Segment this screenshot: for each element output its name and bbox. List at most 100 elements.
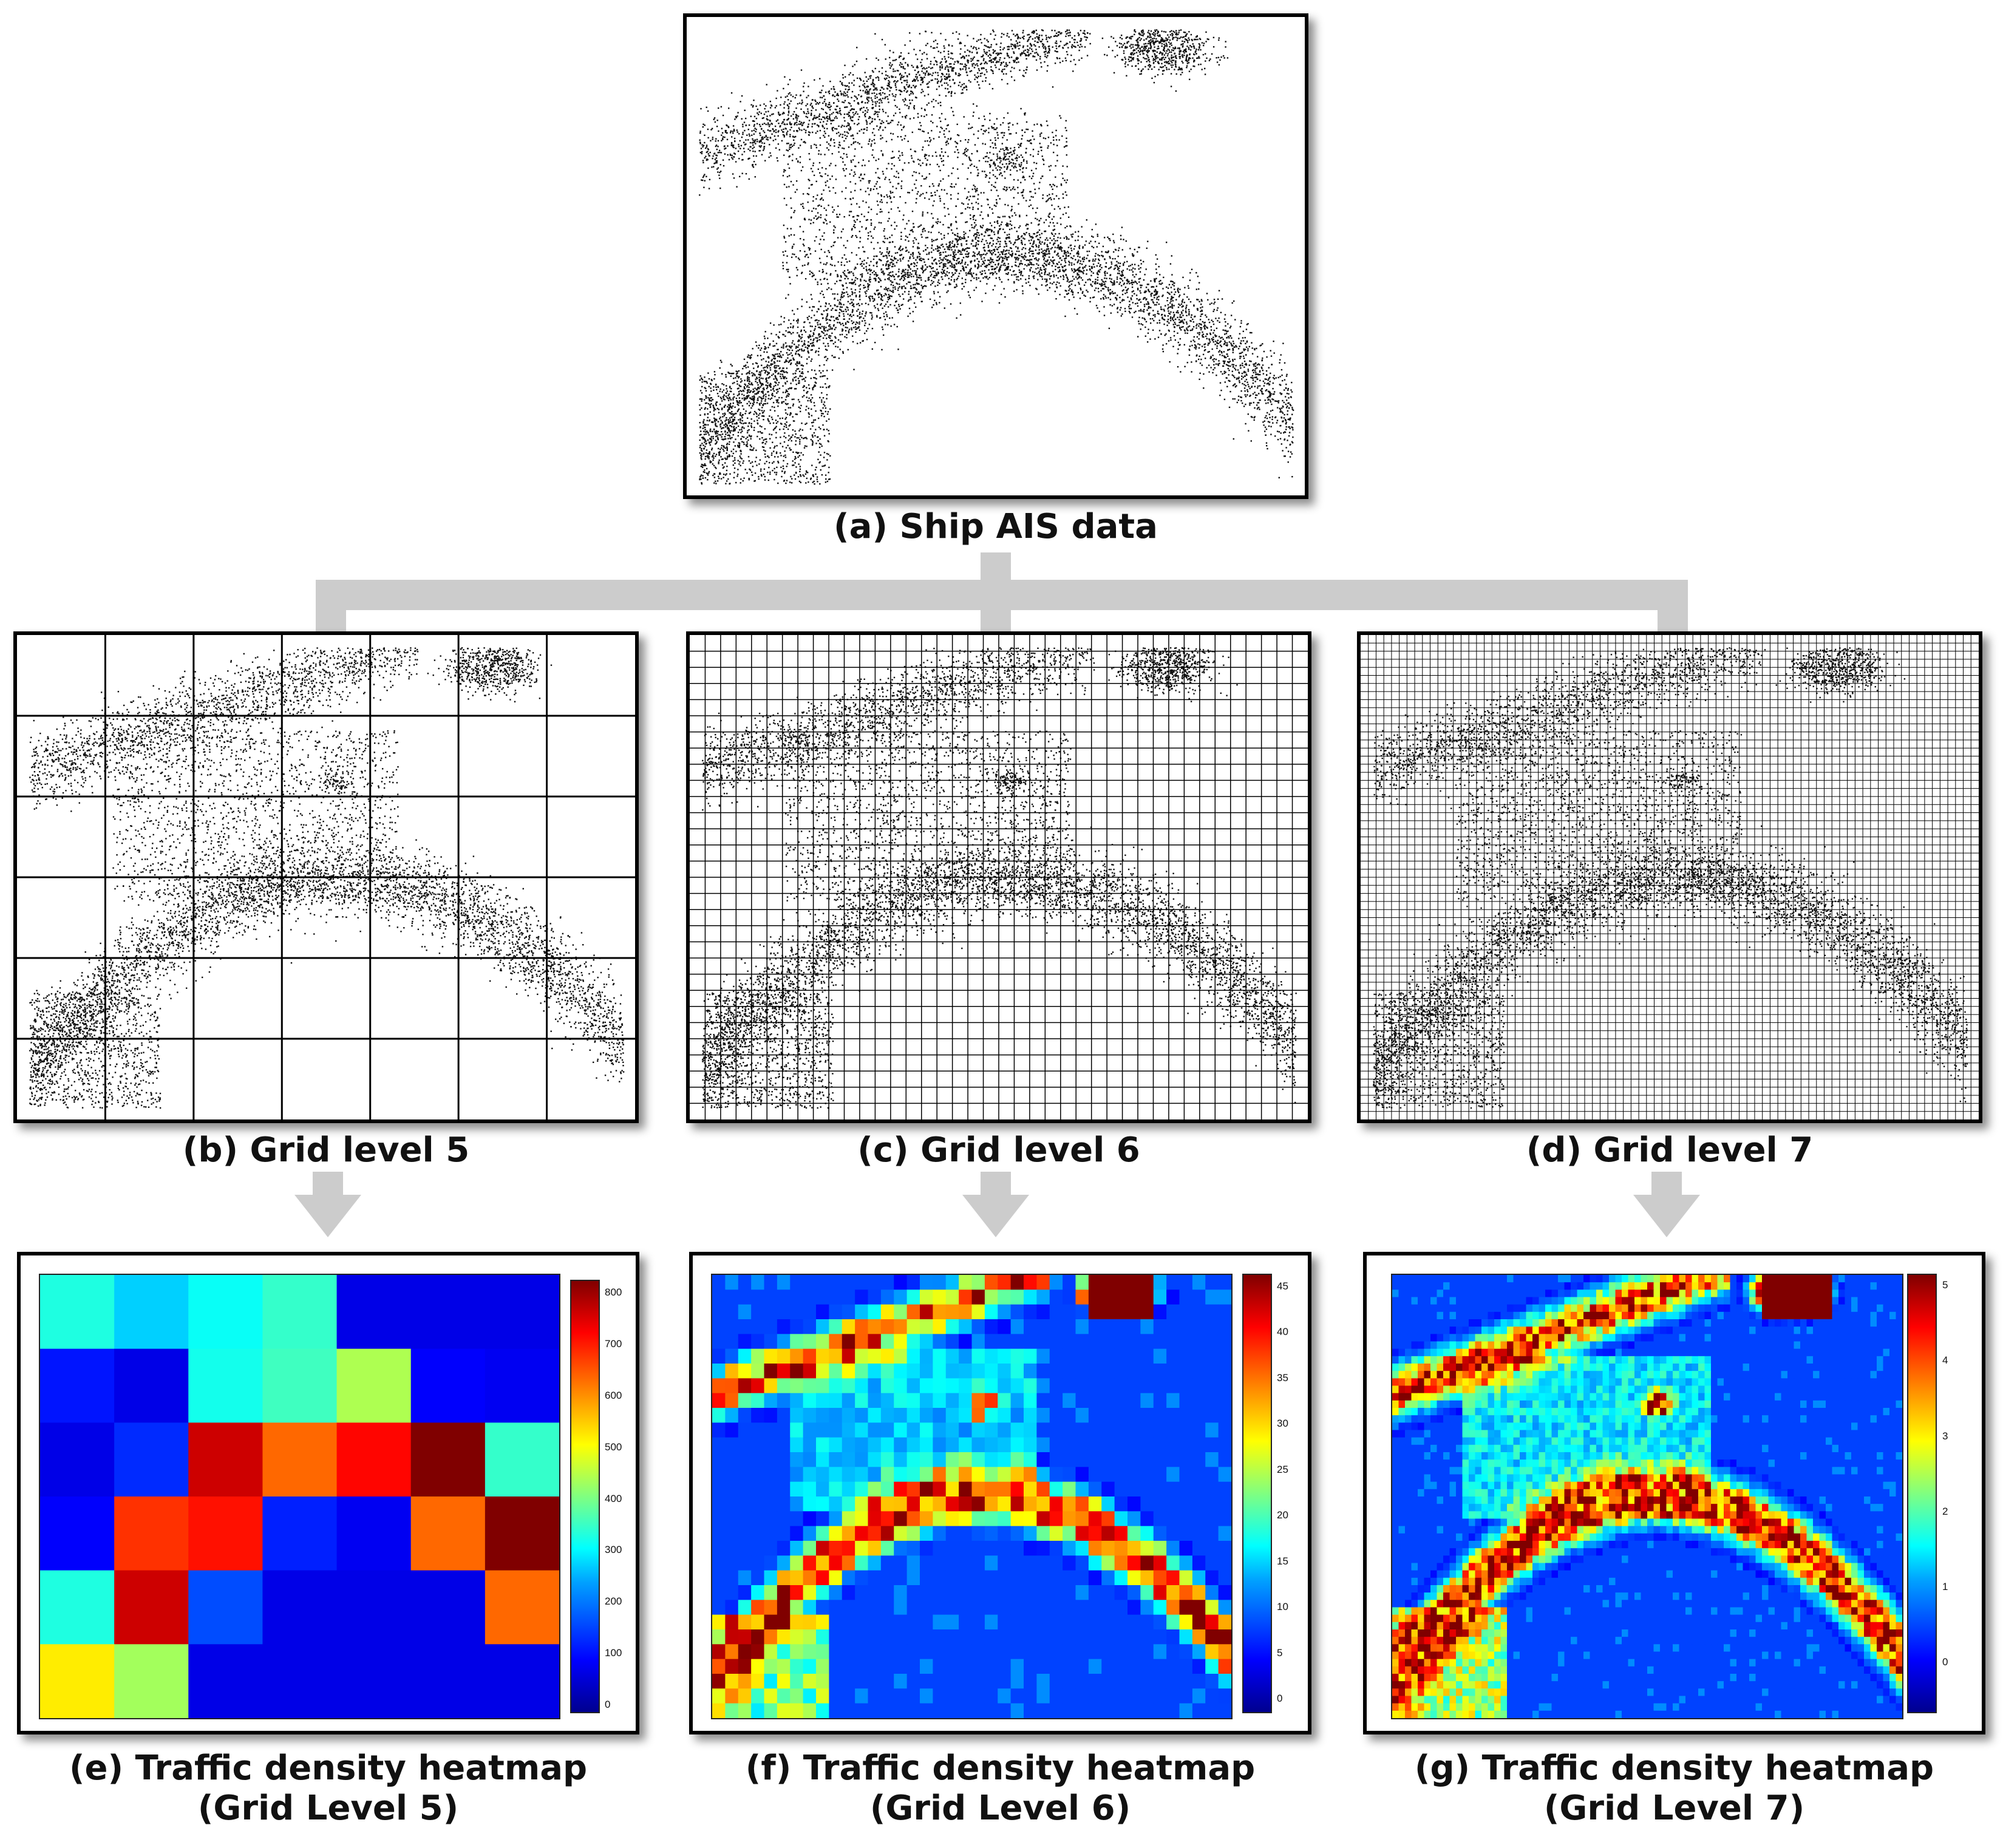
hm-f-cell <box>1218 1481 1231 1497</box>
hm-f-cell <box>855 1496 869 1512</box>
hm-g-cell <box>1520 1563 1527 1571</box>
hm-g-cell <box>1558 1585 1565 1593</box>
hm-f-cell <box>803 1334 817 1350</box>
heatmap-g-cells <box>1392 1275 1902 1718</box>
hm-g-cell <box>1634 1341 1642 1350</box>
hm-g-cell <box>1475 1444 1482 1453</box>
hm-g-cell <box>1819 1408 1826 1416</box>
hm-f-cell <box>1075 1511 1089 1527</box>
hm-g-cell <box>1838 1577 1846 1586</box>
hm-g-cell <box>1628 1408 1635 1416</box>
hm-g-cell <box>1583 1533 1591 1541</box>
hm-g-cell <box>1622 1585 1629 1593</box>
hm-g-cell <box>1724 1371 1731 1379</box>
hm-f-cell <box>725 1614 739 1630</box>
hm-g-cell <box>1602 1548 1610 1556</box>
hm-g-cell <box>1787 1496 1795 1504</box>
hm-g-cell <box>1392 1577 1399 1586</box>
hm-g-cell <box>1806 1444 1814 1453</box>
hm-f-cell <box>777 1541 791 1556</box>
hm-g-cell <box>1749 1452 1756 1460</box>
hm-g-cell <box>1596 1364 1603 1371</box>
hm-g-cell <box>1647 1459 1654 1467</box>
hm-g-cell <box>1826 1511 1833 1520</box>
hm-g-cell <box>1883 1327 1890 1334</box>
hm-g-cell <box>1596 1481 1603 1490</box>
hm-g-cell <box>1405 1533 1412 1541</box>
hm-f-cell <box>920 1600 933 1615</box>
hm-g-cell <box>1781 1452 1788 1460</box>
hm-f-cell <box>906 1555 920 1571</box>
hm-g-cell <box>1838 1585 1846 1593</box>
hm-f-cell <box>1075 1304 1089 1320</box>
hm-f-cell <box>959 1481 973 1497</box>
hm-f-cell <box>1127 1511 1141 1527</box>
hm-g-cell <box>1749 1341 1756 1350</box>
hm-f-cell <box>738 1467 752 1483</box>
hm-f-cell <box>868 1659 882 1674</box>
caption-f: (f) Traffic density heatmap (Grid Level … <box>689 1748 1311 1829</box>
hm-f-cell <box>906 1467 920 1483</box>
hm-f-cell <box>971 1659 985 1674</box>
arrow-b <box>294 1195 361 1237</box>
hm-f-cell <box>842 1275 855 1290</box>
hm-g-cell <box>1794 1400 1801 1408</box>
hm-g-cell <box>1462 1400 1469 1408</box>
hm-f-cell <box>933 1511 947 1527</box>
hm-g-cell <box>1641 1311 1648 1320</box>
hm-g-cell <box>1634 1526 1642 1534</box>
hm-g-cell <box>1437 1474 1444 1483</box>
hm-g-cell <box>1755 1570 1763 1578</box>
hm-f-cell <box>1205 1703 1219 1718</box>
hm-g-cell <box>1615 1526 1622 1534</box>
hm-g-cell <box>1864 1496 1871 1504</box>
hm-g-cell <box>1405 1319 1412 1327</box>
hm-g-cell <box>1762 1319 1769 1327</box>
hm-g-cell <box>1743 1489 1750 1497</box>
hm-g-cell <box>1609 1275 1616 1283</box>
hm-f-cell <box>998 1688 1012 1704</box>
hm-g-cell <box>1692 1319 1699 1327</box>
hm-f-cell <box>790 1378 804 1394</box>
hm-g-cell <box>1838 1504 1846 1512</box>
hm-f-cell <box>1192 1526 1206 1541</box>
hm-g-cell <box>1411 1444 1418 1453</box>
colorbar-tick: 5 <box>1277 1647 1282 1659</box>
hm-g-cell <box>1730 1496 1737 1504</box>
hm-g-cell <box>1577 1592 1584 1600</box>
hm-g-cell <box>1602 1592 1610 1600</box>
hm-g-cell <box>1724 1555 1731 1564</box>
hm-g-cell <box>1558 1311 1565 1320</box>
hm-g-cell <box>1590 1577 1597 1586</box>
hm-g-cell <box>1398 1304 1406 1313</box>
hm-g-cell <box>1679 1319 1686 1327</box>
hm-g-cell <box>1615 1371 1622 1379</box>
hm-g-cell <box>1838 1563 1846 1571</box>
hm-g-cell <box>1392 1555 1399 1564</box>
hm-g-cell <box>1590 1511 1597 1520</box>
hm-g-cell <box>1800 1282 1807 1290</box>
hm-g-cell <box>1870 1467 1877 1475</box>
hm-g-cell <box>1673 1378 1680 1387</box>
hm-f-cell <box>1036 1555 1050 1571</box>
hm-g-cell <box>1685 1607 1693 1615</box>
hm-g-cell <box>1819 1385 1826 1394</box>
hm-f-cell <box>933 1688 947 1704</box>
hm-g-cell <box>1762 1444 1769 1453</box>
heatmap-e-cells <box>40 1275 559 1718</box>
hm-g-cell <box>1781 1518 1788 1527</box>
hm-g-cell <box>1685 1563 1693 1571</box>
hm-g-cell <box>1443 1371 1450 1379</box>
hm-f-cell <box>1088 1319 1102 1334</box>
hm-g-cell <box>1424 1541 1431 1549</box>
hm-g-cell <box>1762 1400 1769 1408</box>
hm-f-cell <box>1101 1467 1115 1483</box>
hm-f-cell <box>725 1348 739 1364</box>
hm-g-cell <box>1398 1481 1406 1490</box>
hm-g-cell <box>1698 1548 1705 1556</box>
hm-f-cell <box>894 1585 908 1600</box>
hm-g-cell <box>1494 1304 1501 1313</box>
hm-g-cell <box>1513 1304 1520 1313</box>
hm-g-cell <box>1500 1541 1508 1549</box>
hm-f-cell <box>842 1408 855 1423</box>
